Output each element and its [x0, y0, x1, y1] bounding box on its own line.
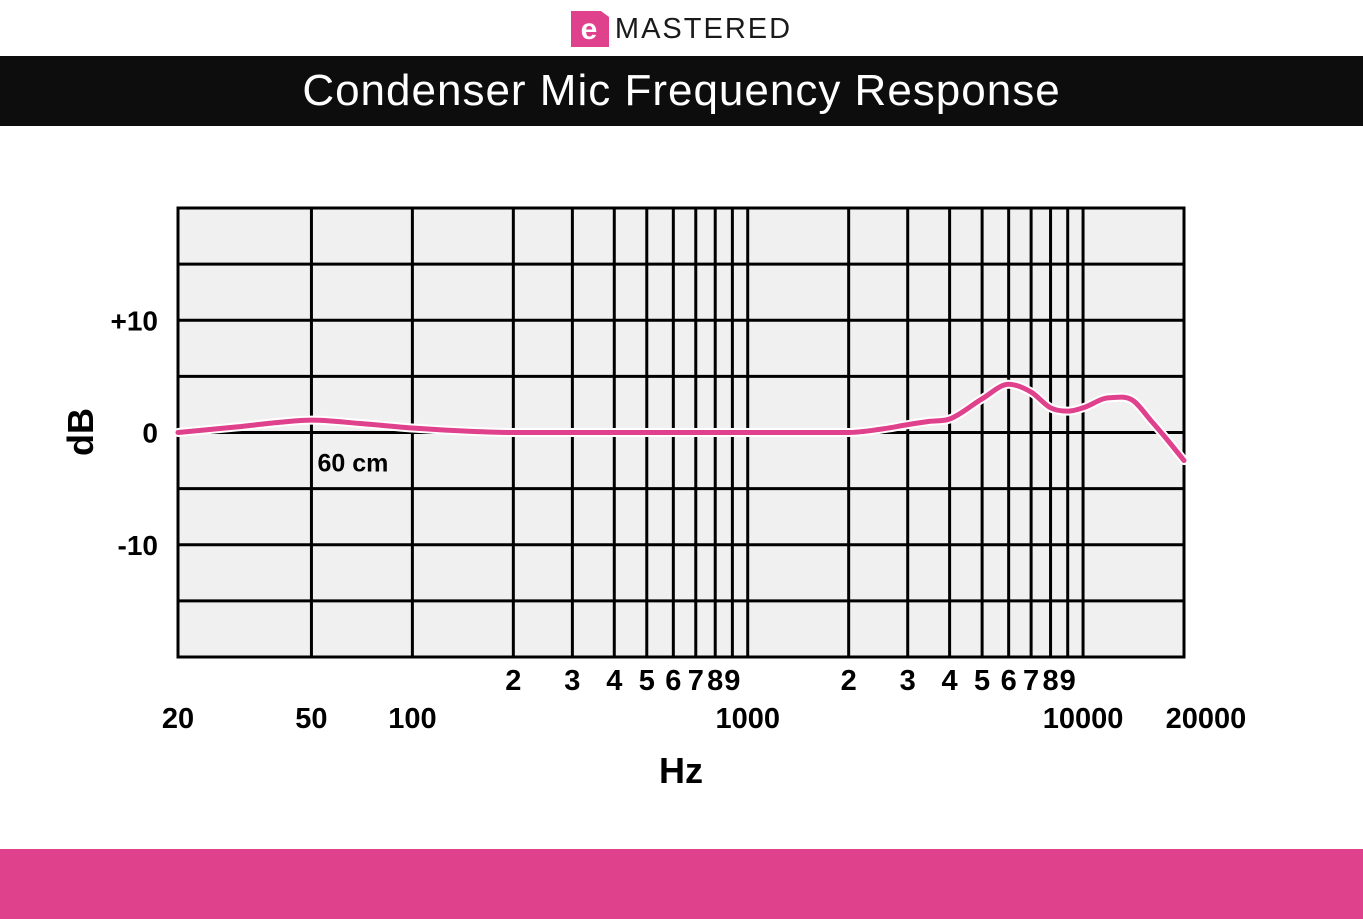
y-tick-label: +10 [111, 305, 159, 336]
x-major-tick-label: 50 [295, 703, 327, 735]
x-minor-tick-label: 6 [665, 665, 681, 697]
x-minor-tick-label: 8 [1042, 665, 1058, 697]
brand-header: e MASTERED [0, 10, 1363, 48]
y-tick-label: -10 [118, 530, 158, 561]
x-minor-tick-label: 3 [900, 665, 916, 697]
x-major-tick-label: 20000 [1166, 703, 1247, 735]
x-axis-title: Hz [659, 750, 703, 791]
x-minor-tick-label: 5 [639, 665, 655, 697]
x-minor-tick-label: 4 [606, 665, 622, 697]
x-major-tick-label: 20 [162, 703, 194, 735]
x-major-tick-label: 1000 [715, 703, 780, 735]
x-minor-tick-label: 9 [724, 665, 740, 697]
x-major-tick-label: 100 [388, 703, 436, 735]
page-title: Condenser Mic Frequency Response [302, 66, 1061, 115]
title-bar: Condenser Mic Frequency Response [0, 56, 1363, 126]
footer-bar [0, 849, 1363, 919]
x-minor-tick-label: 3 [564, 665, 580, 697]
x-minor-tick-label: 8 [707, 665, 723, 697]
x-minor-tick-label: 2 [505, 665, 521, 697]
x-major-tick-label: 10000 [1043, 703, 1124, 735]
x-minor-tick-label: 5 [974, 665, 990, 697]
x-minor-tick-label: 6 [1001, 665, 1017, 697]
x-minor-tick-label: 7 [1023, 665, 1039, 697]
y-axis-title: dB [60, 408, 101, 456]
y-tick-label: 0 [142, 418, 158, 449]
x-minor-tick-label: 2 [841, 665, 857, 697]
x-minor-tick-label: 4 [942, 665, 958, 697]
emastered-logo-icon: e [570, 11, 609, 47]
logo-letter: e [581, 13, 598, 46]
annotation-label: 60 cm [317, 450, 388, 478]
brand-name: MASTERED [614, 12, 793, 45]
x-minor-tick-label: 7 [688, 665, 704, 697]
response-curve [175, 381, 1187, 464]
x-minor-tick-label: 9 [1060, 665, 1076, 697]
